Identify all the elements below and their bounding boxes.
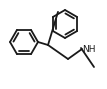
- Text: NH: NH: [82, 44, 96, 53]
